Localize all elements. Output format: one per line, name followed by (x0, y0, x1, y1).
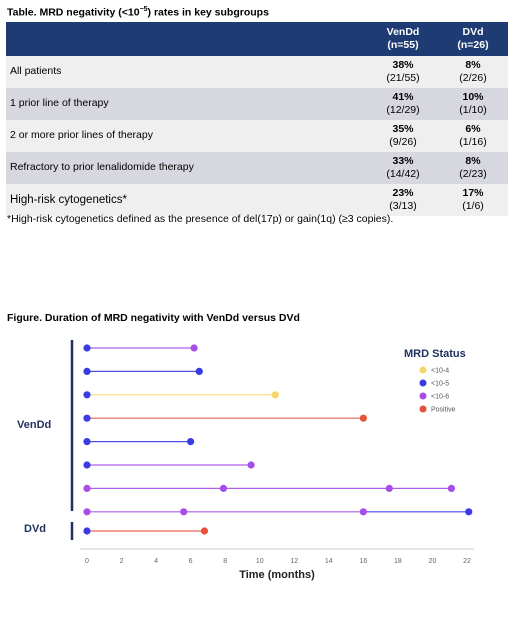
mrd-status-point (83, 344, 91, 352)
x-tick-label: 22 (463, 558, 471, 565)
dvd-value: 17% (1/6) (438, 184, 508, 216)
vendd-value-fraction: (14/42) (386, 168, 420, 180)
mrd-status-point (385, 484, 393, 492)
mrd-status-point (83, 391, 91, 399)
row-label: 2 or more prior lines of therapy (6, 120, 368, 152)
vendd-value-pct: 23% (392, 186, 414, 199)
vendd-value: 33% (14/42) (368, 152, 438, 184)
mrd-status-point (190, 344, 198, 352)
legend-marker (419, 379, 427, 387)
mrd-status-point (465, 508, 473, 516)
row-label: 1 prior line of therapy (6, 88, 368, 120)
dvd-value: 6% (1/16) (438, 120, 508, 152)
vendd-value-pct: 33% (392, 154, 414, 167)
mrd-status-point (200, 527, 209, 535)
mrd-status-point (83, 527, 91, 535)
vendd-value: 41% (12/29) (368, 88, 438, 120)
header-vendd: VenDd (n=55) (368, 22, 438, 56)
mrd-status-point (447, 484, 456, 492)
x-tick-label: 4 (154, 558, 158, 565)
dvd-value-fraction: (1/16) (459, 136, 487, 148)
x-tick-label: 20 (429, 558, 437, 565)
vendd-value-fraction: (9/26) (389, 136, 417, 148)
mrd-status-point (83, 508, 91, 516)
vendd-value: 35% (9/26) (368, 120, 438, 152)
mrd-status-point (83, 484, 91, 492)
mrd-status-point (219, 484, 228, 492)
mrd-status-point (83, 461, 91, 469)
vendd-value: 38% (21/55) (368, 56, 438, 88)
x-tick-label: 16 (359, 558, 367, 565)
group-label-dvd: DVd (24, 523, 46, 535)
vendd-value: 23% (3/13) (368, 184, 438, 216)
table-body: All patients 38% (21/55) 8% (2/26) 1 prior li… (6, 56, 508, 216)
table-row: Refractory to prior lenalidomide therapy… (6, 152, 508, 184)
table-header-row: VenDd (n=55) DVd (n=26) (6, 22, 508, 56)
mrd-status-point (83, 367, 91, 375)
mrd-status-point (195, 367, 203, 375)
legend-marker (419, 366, 427, 374)
vendd-value-fraction: (21/55) (386, 72, 420, 84)
legend-label: <10-4 (431, 368, 449, 375)
dvd-value: 8% (2/26) (438, 56, 508, 88)
dvd-value-pct: 8% (465, 58, 481, 71)
table-header-blank (6, 22, 368, 56)
x-tick-label: 8 (223, 558, 227, 565)
vendd-value-pct: 38% (392, 58, 414, 71)
mrd-status-point (83, 414, 91, 422)
x-axis-label: Time (months) (239, 569, 315, 581)
mrd-status-point (359, 414, 367, 422)
legend-label: <10-5 (431, 381, 449, 388)
dvd-value: 8% (2/23) (438, 152, 508, 184)
legend-label: <10-6 (431, 394, 449, 401)
mrd-table: VenDd (n=55) DVd (n=26) All patients 38% (21… (6, 22, 508, 216)
dvd-value-pct: 6% (465, 122, 481, 135)
figure-title: Figure. Duration of MRD negativity with … (7, 312, 300, 324)
dvd-value: 10% (1/10) (438, 88, 508, 120)
dvd-value-fraction: (1/10) (459, 104, 487, 116)
x-tick-label: 14 (325, 558, 333, 565)
mrd-duration-chart: VenDd DVd 0 2 4 6 8 10 12 14 16 18 20 22 Time (months)… (17, 340, 474, 581)
table-title: Table. MRD negativity (<10−5) rates in k… (7, 6, 269, 19)
dvd-value-pct: 8% (465, 154, 481, 167)
dvd-value-pct: 17% (462, 186, 484, 199)
legend-marker (419, 392, 427, 400)
dvd-value-fraction: (2/26) (459, 72, 487, 84)
x-tick-label: 12 (290, 558, 298, 565)
vendd-value-pct: 35% (392, 122, 414, 135)
x-tick-label: 10 (256, 558, 264, 565)
mrd-status-point (271, 391, 279, 399)
legend-title: MRD Status (404, 348, 466, 360)
vendd-value-fraction: (12/29) (386, 104, 420, 116)
dvd-value-fraction: (1/6) (462, 200, 484, 212)
table-row: 2 or more prior lines of therapy 35% (9/26… (6, 120, 508, 152)
table-row: 1 prior line of therapy 41% (12/29) 10% (1/1… (6, 88, 508, 120)
group-label-vendd: VenDd (17, 419, 51, 431)
row-label: High-risk cytogenetics* (6, 184, 368, 216)
mrd-status-point (180, 508, 188, 516)
x-tick-label: 0 (85, 558, 89, 565)
mrd-status-point (187, 438, 195, 446)
table-row: All patients 38% (21/55) 8% (2/26) (6, 56, 508, 88)
mrd-status-point (83, 438, 91, 446)
row-label: All patients (6, 56, 368, 88)
mrd-status-point (247, 461, 255, 469)
x-tick-label: 6 (189, 558, 193, 565)
legend-label: Positive (431, 407, 456, 414)
legend-marker (419, 405, 427, 413)
x-tick-label: 18 (394, 558, 402, 565)
header-dvd: DVd (n=26) (438, 22, 508, 56)
x-tick-label: 2 (120, 558, 124, 565)
table-footnote: *High-risk cytogenetics defined as the p… (7, 213, 394, 225)
dvd-value-pct: 10% (462, 90, 484, 103)
dvd-value-fraction: (2/23) (459, 168, 487, 180)
table-row: High-risk cytogenetics* 23% (3/13) 17% (1/6) (6, 184, 508, 216)
mrd-status-point (359, 508, 367, 516)
vendd-value-pct: 41% (392, 90, 414, 103)
vendd-value-fraction: (3/13) (389, 200, 417, 212)
row-label: Refractory to prior lenalidomide therapy (6, 152, 368, 184)
